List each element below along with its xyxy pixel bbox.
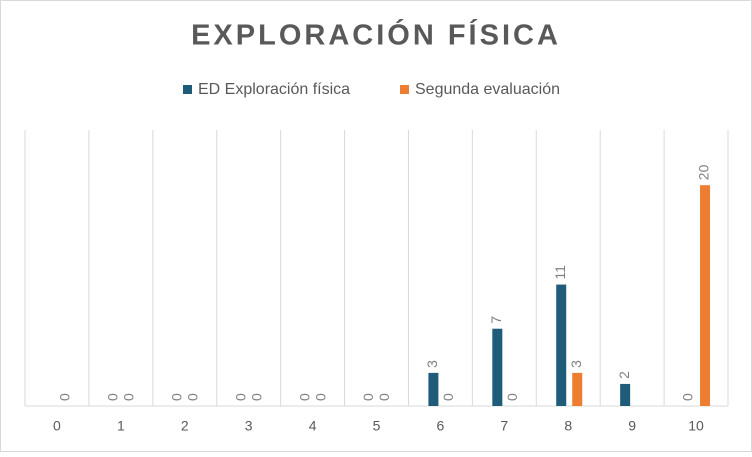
data-label: 3 bbox=[568, 360, 584, 368]
data-label: 0 bbox=[440, 393, 456, 401]
data-label: 0 bbox=[296, 393, 312, 401]
data-label: 20 bbox=[696, 164, 712, 180]
data-label: 0 bbox=[232, 393, 248, 401]
legend-label: ED Exploración física bbox=[198, 81, 350, 98]
chart-title: EXPLORACIÓN FÍSICA bbox=[191, 18, 561, 52]
x-tick-label: 3 bbox=[245, 418, 253, 434]
legend-label: Segunda evaluación bbox=[415, 81, 560, 98]
bar bbox=[620, 383, 631, 406]
x-tick-label: 8 bbox=[564, 418, 572, 434]
data-label: 0 bbox=[105, 393, 121, 401]
data-label: 0 bbox=[360, 393, 376, 401]
data-label: 7 bbox=[488, 316, 504, 324]
x-tick-label: 1 bbox=[117, 418, 125, 434]
bar bbox=[572, 372, 583, 406]
legend-swatch bbox=[183, 85, 192, 94]
data-label: 0 bbox=[57, 393, 73, 401]
data-label: 0 bbox=[504, 393, 520, 401]
x-tick-label: 5 bbox=[373, 418, 381, 434]
data-label: 3 bbox=[424, 360, 440, 368]
data-label: 11 bbox=[552, 265, 568, 280]
x-tick-label: 9 bbox=[628, 418, 636, 434]
x-tick-label: 0 bbox=[53, 418, 61, 434]
data-label: 0 bbox=[121, 393, 137, 401]
bar bbox=[700, 185, 711, 406]
bar bbox=[556, 284, 567, 406]
data-label: 0 bbox=[168, 393, 184, 401]
data-label: 0 bbox=[376, 393, 392, 401]
x-tick-label: 6 bbox=[437, 418, 445, 434]
legend-swatch bbox=[400, 85, 409, 94]
data-label: 0 bbox=[312, 393, 328, 401]
x-tick-label: 4 bbox=[309, 418, 317, 434]
bar bbox=[428, 372, 439, 406]
data-label: 2 bbox=[616, 371, 632, 379]
data-label: 0 bbox=[184, 393, 200, 401]
x-tick-label: 7 bbox=[500, 418, 508, 434]
x-tick-label: 10 bbox=[688, 418, 704, 434]
data-label: 0 bbox=[680, 393, 696, 401]
x-tick-label: 2 bbox=[181, 418, 189, 434]
bar bbox=[492, 328, 503, 406]
data-label: 0 bbox=[248, 393, 264, 401]
